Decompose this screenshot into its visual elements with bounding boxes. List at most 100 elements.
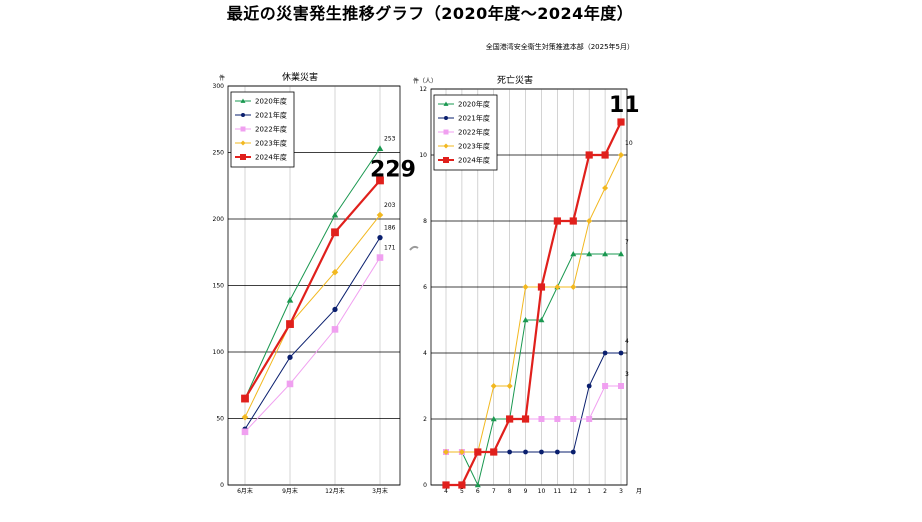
- data-point-2022: [570, 416, 577, 422]
- legend-swatch-marker: [443, 157, 449, 163]
- data-point-2020: [570, 251, 577, 257]
- data-point-2024: [506, 415, 514, 423]
- x-tick-label: 4: [444, 488, 448, 495]
- highlight-value-label: 229: [370, 157, 416, 182]
- data-point-2021: [507, 449, 513, 455]
- x-tick-label: 2: [603, 488, 607, 495]
- data-point-2024: [474, 448, 482, 456]
- divider-mark: [409, 245, 419, 251]
- data-point-2021: [570, 449, 576, 455]
- y-axis-unit: 件（人）: [413, 77, 437, 85]
- x-unit-label: 月: [636, 488, 642, 495]
- data-point-2021: [539, 449, 544, 455]
- data-point-2023: [570, 284, 577, 290]
- data-point-2022: [586, 416, 593, 422]
- legend-swatch-marker: [443, 101, 449, 106]
- data-point-2023: [602, 185, 609, 191]
- data-point-2021: [602, 350, 608, 356]
- data-point-2023: [331, 268, 339, 276]
- data-point-2021: [523, 449, 528, 455]
- end-label-2021: 4: [625, 338, 629, 345]
- data-point-2023: [241, 413, 249, 421]
- data-point-2021: [586, 383, 592, 389]
- chart-title: 死亡災害: [497, 74, 533, 86]
- end-label-2023: 203: [384, 202, 396, 209]
- data-point-2021: [618, 350, 624, 356]
- x-tick-label: 8: [508, 488, 512, 495]
- x-tick-label: 9: [524, 488, 528, 495]
- data-point-2024: [286, 320, 294, 328]
- series-line-2021: [244, 237, 381, 430]
- y-tick-label: 8: [423, 218, 427, 225]
- y-tick-label: 300: [213, 83, 225, 90]
- legend-label: 2021年度: [255, 111, 287, 120]
- legend-label: 2022年度: [458, 128, 490, 137]
- end-label-2020: 7: [625, 239, 629, 246]
- data-point-2021: [554, 449, 560, 455]
- data-point-2022: [538, 416, 545, 422]
- end-label-2022: 3: [625, 371, 629, 378]
- chart-injury: 0 50 100 150 200 250 300 6月末 9月末 12月末 3月末 件 休業災害 253 2…: [213, 71, 416, 495]
- data-point-2023: [506, 383, 513, 389]
- x-tick-label: 12: [569, 488, 577, 495]
- data-point-2022: [376, 254, 384, 261]
- data-point-2024: [376, 176, 384, 185]
- data-point-2024: [537, 283, 546, 291]
- x-tick-label: 3: [619, 488, 623, 495]
- x-tick-label: 6: [476, 488, 480, 495]
- y-axis-unit: 件: [219, 74, 225, 82]
- x-tick-label: 10: [538, 488, 546, 495]
- y-tick-label: 200: [213, 216, 225, 223]
- data-point-2022: [286, 380, 294, 388]
- y-tick-label: 10: [419, 152, 427, 159]
- y-tick-label: 4: [423, 350, 427, 357]
- y-tick-label: 100: [213, 349, 225, 356]
- legend-label: 2023年度: [458, 142, 490, 151]
- legend-label: 2020年度: [255, 97, 287, 106]
- series-line-2022: [244, 257, 381, 433]
- end-label-2023: 10: [625, 140, 633, 147]
- data-point-2023: [586, 218, 593, 224]
- legend-swatch-marker: [444, 116, 448, 120]
- data-point-2020: [286, 296, 294, 303]
- data-point-2022: [554, 416, 561, 422]
- series-line-2023: [244, 214, 381, 418]
- legend-label: 2022年度: [255, 125, 287, 134]
- y-tick-label: 12: [419, 86, 427, 93]
- data-point-2023: [490, 383, 497, 389]
- data-point-2020: [618, 251, 624, 257]
- x-tick-label: 11: [554, 488, 562, 495]
- data-point-2023: [554, 284, 561, 290]
- data-point-2024: [617, 118, 625, 126]
- legend-label: 2024年度: [255, 153, 287, 162]
- data-point-2022: [331, 326, 339, 333]
- data-point-2024: [569, 217, 577, 225]
- data-point-2024: [331, 228, 339, 237]
- x-tick-label: 5: [460, 488, 464, 495]
- data-point-2023: [618, 152, 624, 158]
- data-point-2024: [585, 151, 593, 159]
- x-tick-label: 3月末: [372, 487, 388, 495]
- data-point-2024: [553, 217, 561, 225]
- data-point-2020: [538, 317, 545, 323]
- data-point-2023: [522, 284, 529, 290]
- data-point-2021: [332, 306, 338, 313]
- legend-swatch-marker: [240, 98, 246, 103]
- data-point-2020: [490, 416, 497, 422]
- series-line-2020: [446, 253, 621, 487]
- x-tick-label: 6月末: [237, 487, 253, 495]
- highlight-value-label: 11: [609, 93, 640, 118]
- y-tick-label: 2: [423, 416, 427, 423]
- page-title: 最近の災害発生推移グラフ（2020年度～2024年度）: [226, 4, 634, 23]
- data-point-2024: [442, 481, 450, 489]
- data-point-2020: [331, 211, 339, 218]
- y-tick-label: 250: [213, 150, 225, 157]
- x-tick-label: 1: [587, 488, 591, 495]
- y-tick-label: 50: [216, 416, 224, 423]
- legend-label: 2023年度: [255, 139, 287, 148]
- legend: 2020年度 2021年度 2022年度 2023年度 2024年度: [230, 91, 295, 168]
- chart-title: 休業災害: [282, 71, 318, 83]
- x-tick-label: 12月末: [325, 487, 345, 495]
- x-tick-label: 7: [492, 488, 496, 495]
